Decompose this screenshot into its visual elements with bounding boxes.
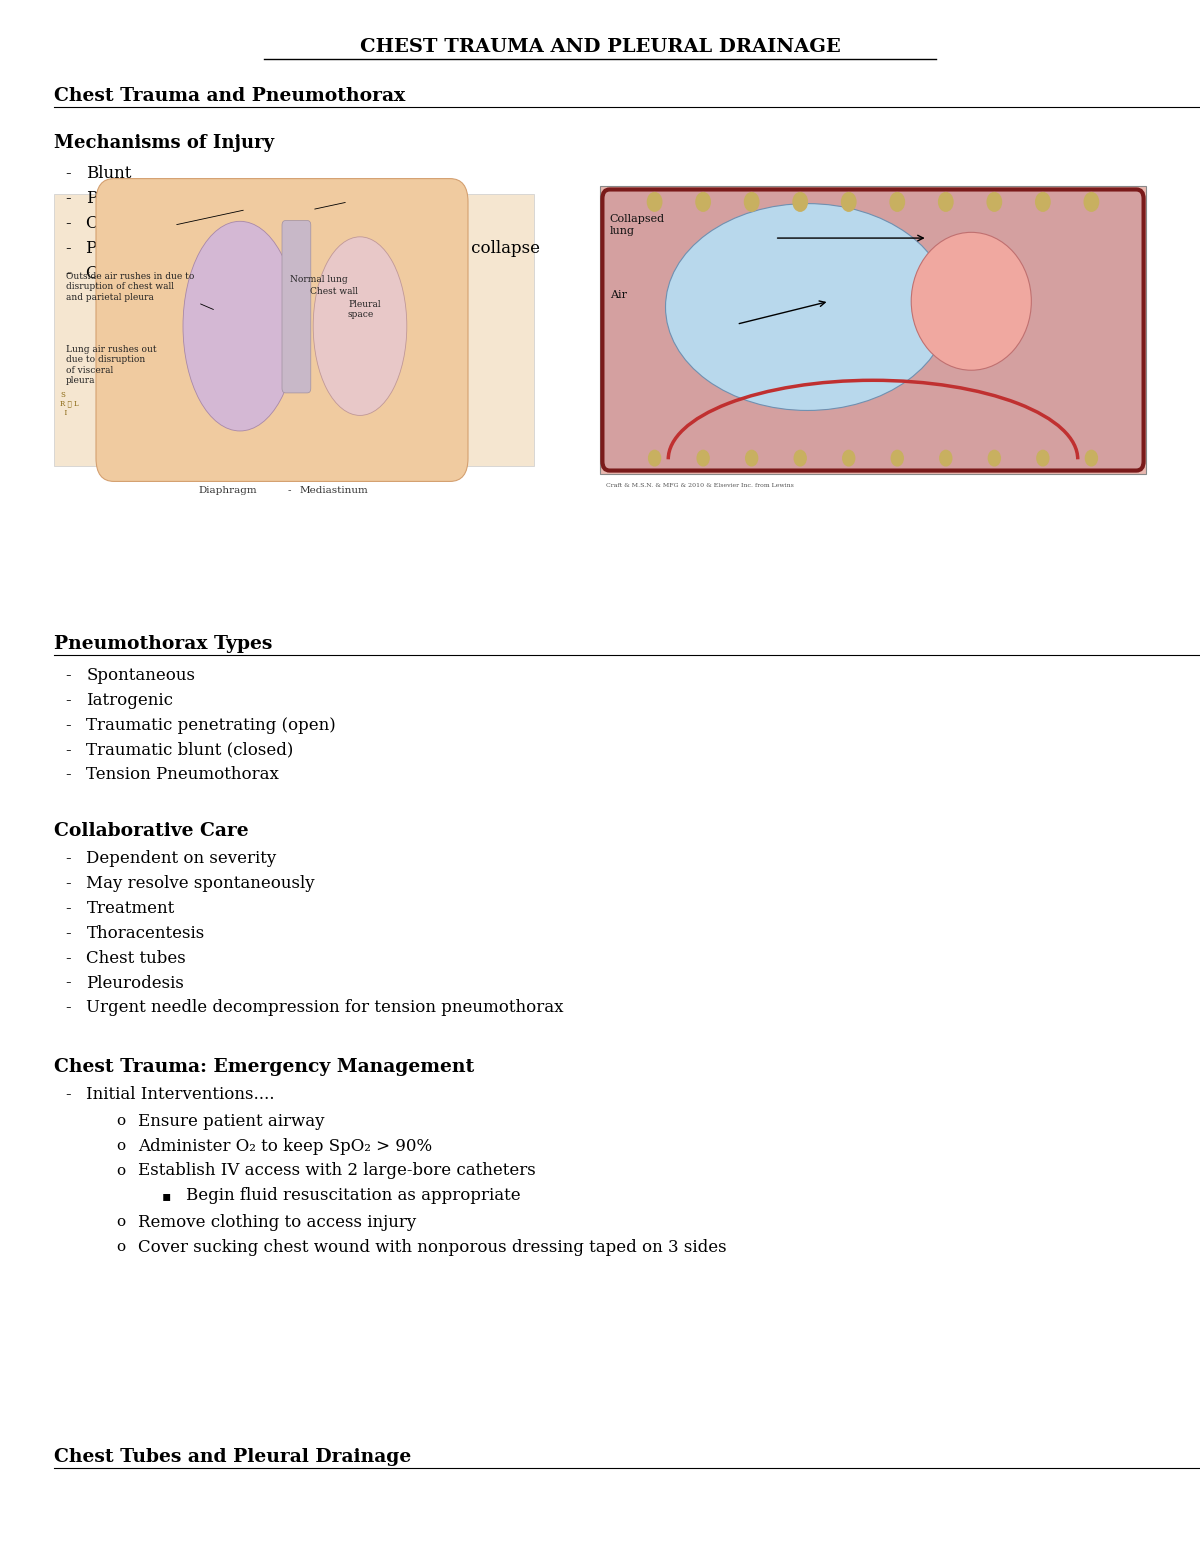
Text: Pleurodesis: Pleurodesis <box>86 975 185 991</box>
Text: Mediastinum: Mediastinum <box>300 486 368 495</box>
Text: -: - <box>288 486 292 495</box>
Text: o: o <box>116 1114 126 1129</box>
Text: Blunt: Blunt <box>86 166 132 182</box>
Text: S
R ★ L
  I: S R ★ L I <box>60 391 79 416</box>
Text: -: - <box>65 876 71 891</box>
Text: Treatment: Treatment <box>86 901 175 916</box>
Text: ▪: ▪ <box>162 1188 172 1204</box>
Text: Traumatic blunt (closed): Traumatic blunt (closed) <box>86 742 294 758</box>
Text: -: - <box>65 668 71 683</box>
Text: -: - <box>65 266 71 281</box>
Text: Cover sucking chest wound with nonporous dressing taped on 3 sides: Cover sucking chest wound with nonporous… <box>138 1239 727 1255</box>
Text: o: o <box>116 1239 126 1255</box>
Circle shape <box>841 193 856 211</box>
Ellipse shape <box>911 233 1031 370</box>
Text: -: - <box>65 717 71 733</box>
Circle shape <box>1085 450 1097 466</box>
Text: Chest tubes: Chest tubes <box>86 950 186 966</box>
Text: Urgent needle decompression for tension pneumothorax: Urgent needle decompression for tension … <box>86 1000 564 1016</box>
Circle shape <box>988 193 1002 211</box>
Text: -: - <box>65 926 71 941</box>
Text: Chest Trauma: Emergency Management: Chest Trauma: Emergency Management <box>54 1058 474 1076</box>
Text: CHEST TRAUMA AND PLEURAL DRAINAGE: CHEST TRAUMA AND PLEURAL DRAINAGE <box>360 37 840 56</box>
Text: Establish IV access with 2 large-bore catheters: Establish IV access with 2 large-bore ca… <box>138 1163 535 1179</box>
Text: Dependent on severity: Dependent on severity <box>86 851 277 867</box>
Text: Chest Tubes and Pleural Drainage: Chest Tubes and Pleural Drainage <box>54 1447 412 1466</box>
FancyBboxPatch shape <box>282 221 311 393</box>
Circle shape <box>892 450 904 466</box>
Circle shape <box>938 193 953 211</box>
Text: Pneumothorax Types: Pneumothorax Types <box>54 635 272 654</box>
Circle shape <box>648 193 662 211</box>
Text: Collaborative Care: Collaborative Care <box>54 822 248 840</box>
Circle shape <box>890 193 905 211</box>
FancyBboxPatch shape <box>96 179 468 481</box>
FancyBboxPatch shape <box>602 189 1144 471</box>
Text: Ensure patient airway: Ensure patient airway <box>138 1114 324 1129</box>
Text: Administer O₂ to keep SpO₂ > 90%: Administer O₂ to keep SpO₂ > 90% <box>138 1138 432 1154</box>
Text: -: - <box>65 191 71 207</box>
Circle shape <box>1036 193 1050 211</box>
Text: -: - <box>65 950 71 966</box>
Text: Caused by air entering pleural cavity: Caused by air entering pleural cavity <box>86 216 398 231</box>
Circle shape <box>1084 193 1099 211</box>
Text: Traumatic penetrating (open): Traumatic penetrating (open) <box>86 717 336 733</box>
Circle shape <box>745 450 757 466</box>
Text: -: - <box>65 216 71 231</box>
Circle shape <box>989 450 1001 466</box>
Text: -: - <box>65 1087 71 1103</box>
Text: Chest Trauma and Pneumothorax: Chest Trauma and Pneumothorax <box>54 87 406 106</box>
Text: Pleural
space: Pleural space <box>348 300 380 318</box>
Circle shape <box>744 193 758 211</box>
Circle shape <box>697 450 709 466</box>
Circle shape <box>842 450 854 466</box>
Text: Diaphragm: Diaphragm <box>198 486 257 495</box>
Circle shape <box>794 450 806 466</box>
Text: o: o <box>116 1214 126 1230</box>
FancyBboxPatch shape <box>600 186 1146 474</box>
Ellipse shape <box>666 203 949 410</box>
Text: -: - <box>65 975 71 991</box>
Ellipse shape <box>313 238 407 416</box>
Ellipse shape <box>182 222 298 432</box>
Text: Outside air rushes in due to
disruption of chest wall
and parietal pleura: Outside air rushes in due to disruption … <box>66 272 194 301</box>
Circle shape <box>793 193 808 211</box>
Text: Normal lung: Normal lung <box>290 275 348 284</box>
Circle shape <box>649 450 661 466</box>
Text: Lung air rushes out
due to disruption
of visceral
pleura: Lung air rushes out due to disruption of… <box>66 345 157 385</box>
Text: -: - <box>65 1000 71 1016</box>
Text: Iatrogenic: Iatrogenic <box>86 693 173 708</box>
Text: -: - <box>65 693 71 708</box>
Text: -: - <box>65 901 71 916</box>
Text: Initial Interventions....: Initial Interventions.... <box>86 1087 275 1103</box>
Text: o: o <box>116 1138 126 1154</box>
Circle shape <box>940 450 952 466</box>
Text: -: - <box>65 767 71 783</box>
Text: Tension Pneumothorax: Tension Pneumothorax <box>86 767 280 783</box>
Text: -: - <box>65 241 71 256</box>
Text: Remove clothing to access injury: Remove clothing to access injury <box>138 1214 416 1230</box>
FancyBboxPatch shape <box>54 194 534 466</box>
Text: Penetrating: Penetrating <box>86 191 185 207</box>
Text: Begin fluid resuscitation as appropriate: Begin fluid resuscitation as appropriate <box>186 1188 521 1204</box>
Text: May resolve spontaneously: May resolve spontaneously <box>86 876 316 891</box>
Text: Air: Air <box>610 290 626 300</box>
Text: Positive pressure in cavity causes the lung to collapse: Positive pressure in cavity causes the l… <box>86 241 540 256</box>
Text: Mechanisms of Injury: Mechanisms of Injury <box>54 134 274 152</box>
Text: Craft & M.S.N. & MFG & 2010 & Elsevier Inc. from Lewins: Craft & M.S.N. & MFG & 2010 & Elsevier I… <box>606 483 794 488</box>
Text: Spontaneous: Spontaneous <box>86 668 196 683</box>
Text: o: o <box>116 1163 126 1179</box>
Circle shape <box>696 193 710 211</box>
Text: Thoracentesis: Thoracentesis <box>86 926 205 941</box>
Text: -: - <box>65 851 71 867</box>
Text: -: - <box>65 166 71 182</box>
Circle shape <box>1037 450 1049 466</box>
Text: Collapsed
lung: Collapsed lung <box>610 214 665 236</box>
Text: -: - <box>65 742 71 758</box>
Text: Chest wall: Chest wall <box>310 287 358 297</box>
Text: Can be open or closed: Can be open or closed <box>86 266 274 281</box>
